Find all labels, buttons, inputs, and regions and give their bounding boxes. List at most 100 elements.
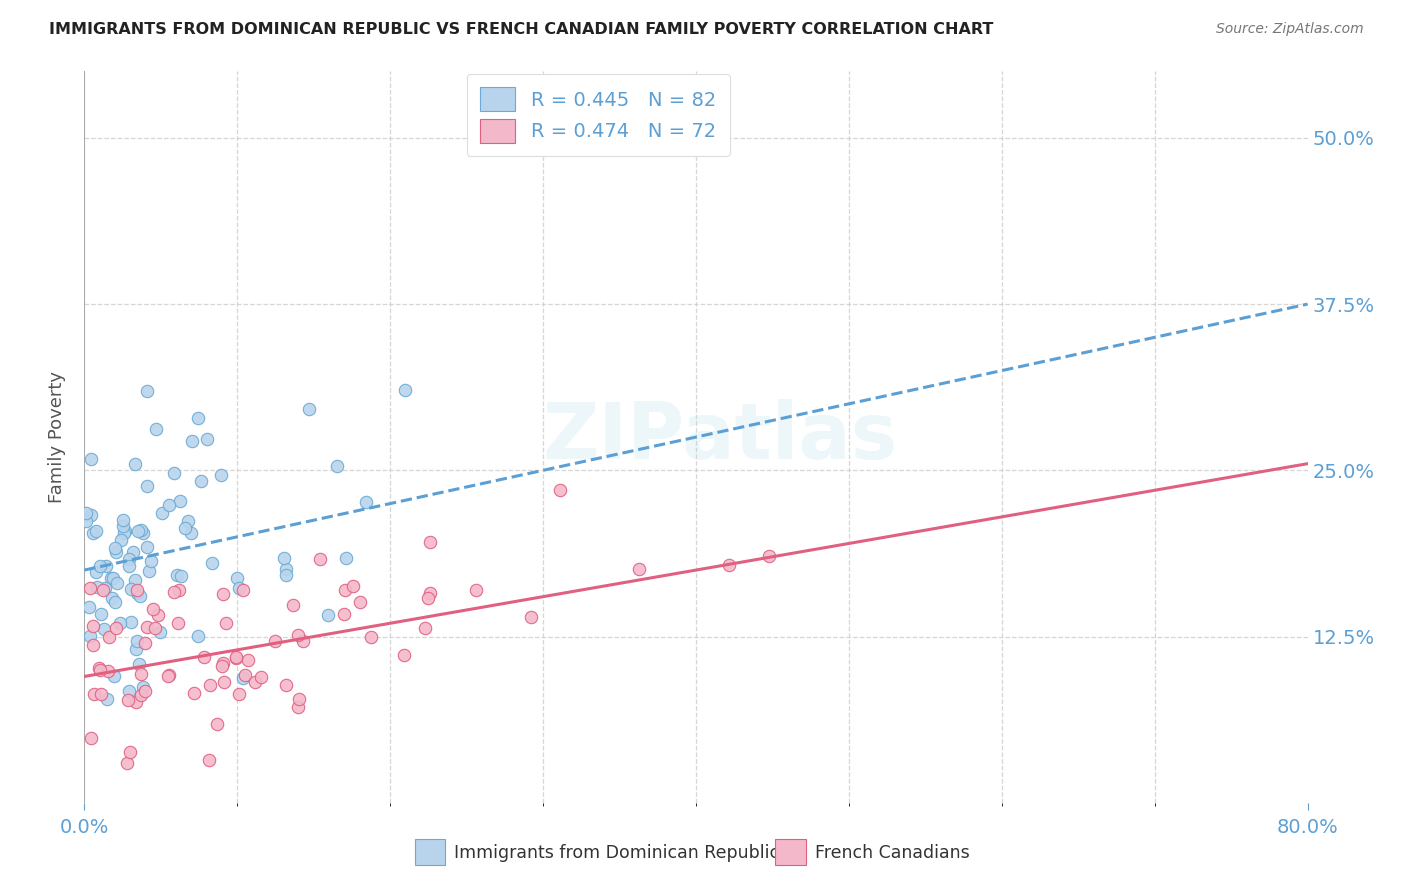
- Point: [132, 526, 155, 541]
- Point: [104, 541, 127, 555]
- Point: [136, 620, 159, 634]
- Point: [232, 583, 254, 598]
- Point: [243, 675, 266, 690]
- Point: [120, 745, 142, 759]
- Point: [120, 582, 142, 596]
- Point: [349, 595, 371, 609]
- Point: [90, 687, 112, 701]
- Point: [167, 582, 190, 597]
- Point: [163, 467, 186, 481]
- Text: Immigrants from Dominican Republic: Immigrants from Dominican Republic: [454, 844, 779, 862]
- Point: [628, 562, 651, 576]
- Point: [97, 664, 120, 678]
- Point: [97, 630, 120, 644]
- Point: [125, 583, 148, 598]
- Point: [93, 622, 115, 636]
- Point: [79, 731, 101, 745]
- Point: [131, 681, 153, 695]
- Point: [197, 432, 219, 446]
- Point: [117, 693, 139, 707]
- Point: [232, 671, 254, 685]
- Text: ZIPatlas: ZIPatlas: [543, 399, 898, 475]
- Point: [125, 633, 148, 648]
- Point: [125, 642, 148, 657]
- Point: [142, 601, 165, 615]
- Legend: R = 0.445   N = 82, R = 0.474   N = 72: R = 0.445 N = 82, R = 0.474 N = 72: [467, 74, 730, 156]
- Point: [207, 716, 229, 731]
- Point: [201, 556, 224, 570]
- Point: [134, 636, 156, 650]
- Point: [325, 458, 347, 473]
- Point: [225, 651, 247, 665]
- Point: [100, 591, 122, 605]
- Point: [89, 663, 111, 677]
- Point: [96, 692, 118, 706]
- Point: [105, 576, 128, 591]
- Point: [318, 607, 340, 622]
- Point: [110, 533, 132, 548]
- Point: [335, 551, 357, 566]
- Point: [138, 565, 160, 579]
- Point: [233, 668, 256, 682]
- Point: [146, 608, 169, 623]
- Point: [93, 581, 115, 595]
- Point: [122, 544, 145, 558]
- Point: [167, 615, 190, 630]
- Point: [118, 684, 141, 698]
- Point: [127, 586, 149, 600]
- Point: [91, 582, 114, 597]
- Point: [83, 687, 105, 701]
- Text: IMMIGRANTS FROM DOMINICAN REPUBLIC VS FRENCH CANADIAN FAMILY POVERTY CORRELATION: IMMIGRANTS FROM DOMINICAN REPUBLIC VS FR…: [49, 22, 994, 37]
- Point: [118, 551, 141, 566]
- Text: French Canadians: French Canadians: [814, 844, 969, 862]
- Point: [79, 508, 101, 522]
- Point: [211, 659, 233, 673]
- Point: [118, 558, 141, 573]
- Point: [115, 756, 138, 770]
- Point: [211, 656, 233, 670]
- Point: [114, 524, 136, 538]
- Point: [124, 457, 146, 471]
- Point: [156, 668, 179, 682]
- Point: [79, 629, 101, 643]
- Point: [134, 684, 156, 698]
- Point: [394, 384, 416, 398]
- Point: [274, 568, 297, 582]
- Point: [112, 513, 135, 527]
- Bar: [776, 839, 806, 865]
- Point: [250, 670, 273, 684]
- Point: [200, 678, 222, 692]
- Point: [128, 657, 150, 671]
- Point: [342, 579, 364, 593]
- Point: [135, 384, 157, 399]
- Point: [104, 595, 127, 609]
- Point: [236, 653, 259, 667]
- Point: [143, 621, 166, 635]
- Point: [212, 587, 235, 601]
- Point: [288, 691, 311, 706]
- Point: [125, 695, 148, 709]
- Point: [273, 551, 295, 566]
- Point: [360, 630, 382, 644]
- Point: [141, 554, 163, 568]
- Point: [274, 678, 297, 692]
- Point: [82, 619, 104, 633]
- Point: [193, 649, 215, 664]
- Point: [129, 589, 152, 603]
- Point: [77, 600, 100, 615]
- Point: [100, 571, 122, 585]
- Point: [124, 573, 146, 587]
- Point: [190, 474, 212, 488]
- Text: Source: ZipAtlas.com: Source: ZipAtlas.com: [1216, 22, 1364, 37]
- Point: [419, 585, 441, 599]
- Point: [96, 559, 118, 574]
- Point: [87, 661, 110, 675]
- Point: [187, 410, 209, 425]
- Point: [308, 552, 330, 566]
- Point: [333, 607, 356, 622]
- Point: [520, 609, 543, 624]
- Point: [169, 494, 191, 508]
- Point: [173, 520, 195, 534]
- Point: [413, 621, 436, 635]
- Point: [103, 669, 125, 683]
